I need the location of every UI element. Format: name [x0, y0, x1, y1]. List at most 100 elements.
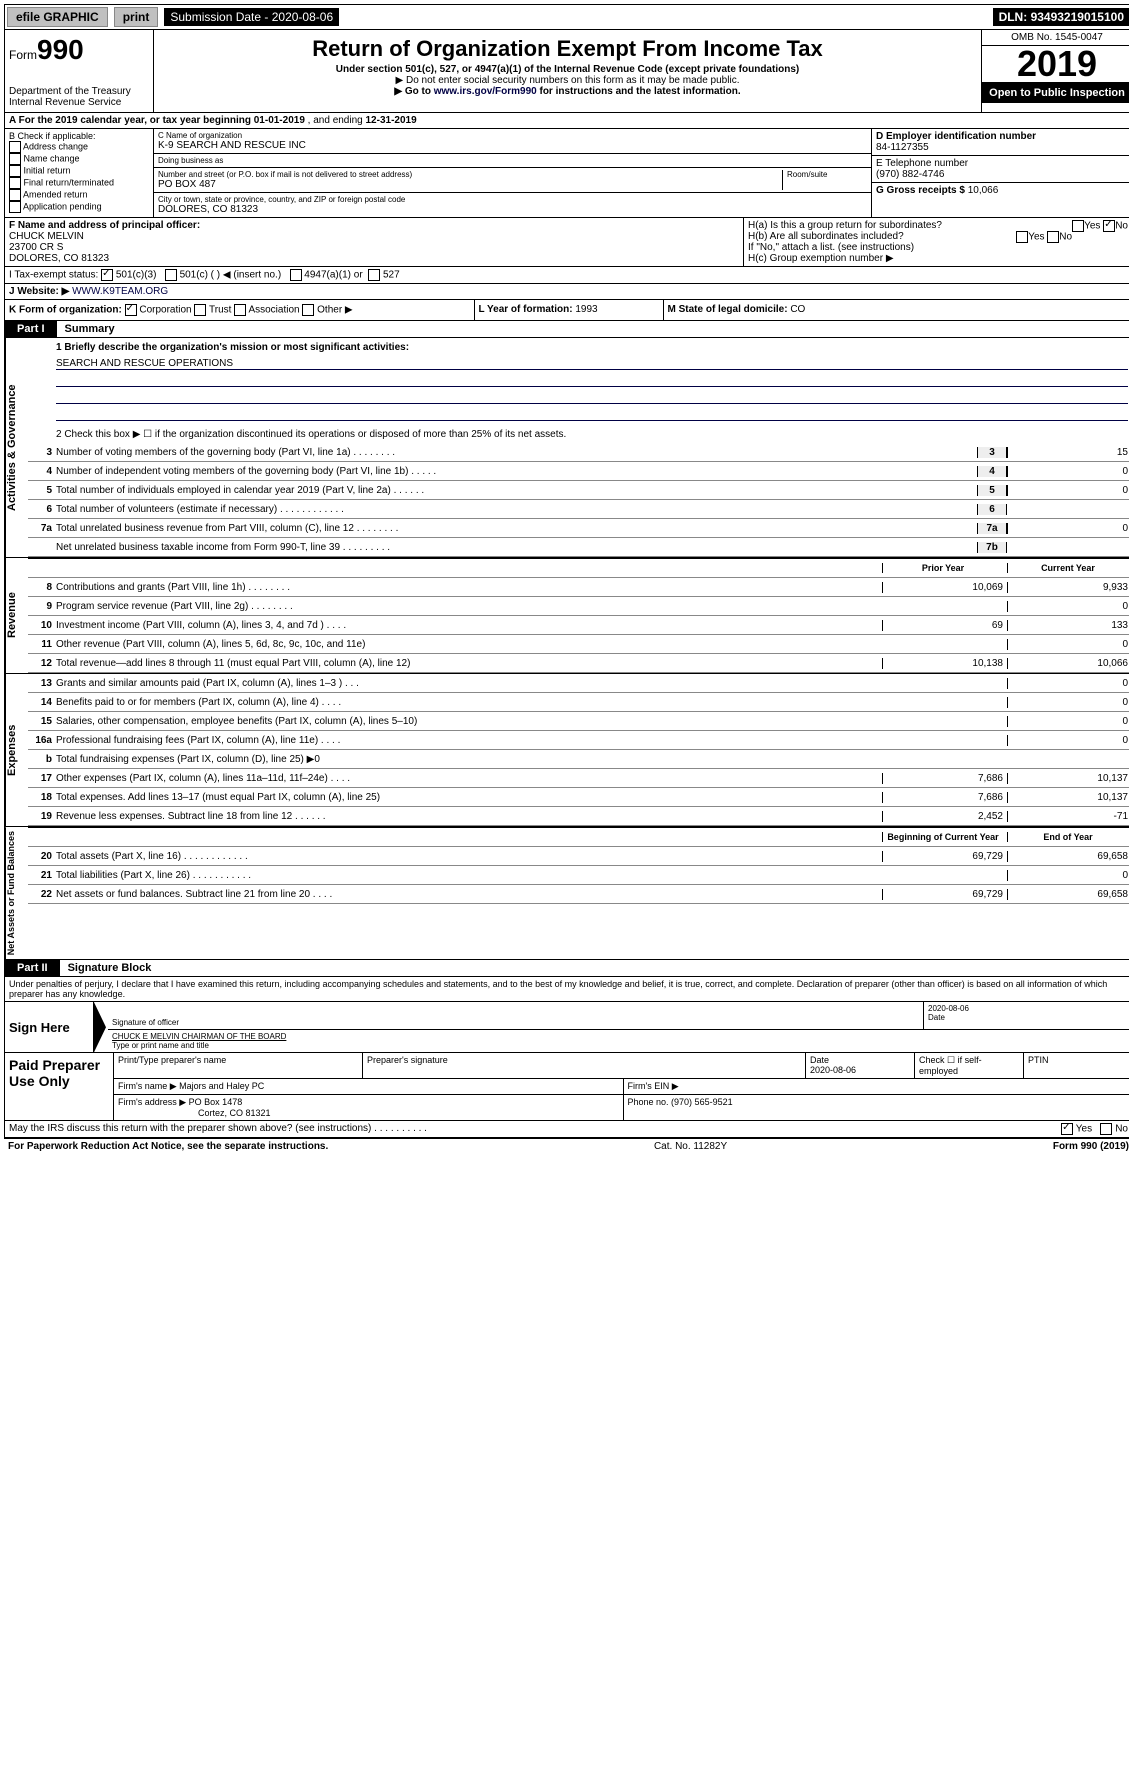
- firm-ein-label: Firm's EIN ▶: [624, 1079, 1129, 1094]
- current-value: 9,933: [1007, 582, 1129, 593]
- prior-value: 69,729: [882, 851, 1007, 862]
- discuss-no-cb[interactable]: [1100, 1123, 1112, 1135]
- line-label: Contributions and grants (Part VIII, lin…: [56, 581, 882, 594]
- hb-note: If "No," attach a list. (see instruction…: [748, 242, 1128, 253]
- prior-value: 10,138: [882, 658, 1007, 669]
- line-number: 20: [28, 851, 56, 862]
- table-row: bTotal fundraising expenses (Part IX, co…: [28, 750, 1129, 769]
- officer-addr1: 23700 CR S: [9, 242, 739, 253]
- form-number: Form990: [9, 34, 149, 66]
- line-label: Number of independent voting members of …: [56, 465, 977, 478]
- cb-final-return[interactable]: Final return/terminated: [9, 177, 149, 189]
- row-a-tax-year: A For the 2019 calendar year, or tax yea…: [4, 113, 1129, 129]
- table-row: 14Benefits paid to or for members (Part …: [28, 693, 1129, 712]
- line-number: 5: [28, 485, 56, 496]
- org-name: K-9 SEARCH AND RESCUE INC: [158, 140, 867, 151]
- line-label: Number of voting members of the governin…: [56, 446, 977, 459]
- line-label: Total assets (Part X, line 16) . . . . .…: [56, 850, 882, 863]
- table-row: 19Revenue less expenses. Subtract line 1…: [28, 807, 1129, 826]
- firm-addr-label: Firm's address ▶: [118, 1097, 186, 1107]
- prior-value: 69: [882, 620, 1007, 631]
- prior-value: 10,069: [882, 582, 1007, 593]
- col-prior-year: Prior Year: [882, 563, 1007, 573]
- f-label: F Name and address of principal officer:: [9, 220, 200, 231]
- current-value: 69,658: [1007, 851, 1129, 862]
- current-value: 10,066: [1007, 658, 1129, 669]
- ein-value: 84-1127355: [876, 142, 1128, 153]
- hb-row: H(b) Are all subordinates included? Yes …: [748, 231, 1128, 242]
- line-label: Total number of volunteers (estimate if …: [56, 503, 977, 516]
- line-number: 15: [28, 716, 56, 727]
- ha-row: H(a) Is this a group return for subordin…: [748, 220, 1128, 231]
- form990-link[interactable]: www.irs.gov/Form990: [434, 86, 537, 97]
- line-number: 17: [28, 773, 56, 784]
- side-label-revenue: Revenue: [5, 558, 28, 673]
- room-label: Room/suite: [787, 170, 867, 179]
- cb-501c3[interactable]: [101, 269, 113, 281]
- discuss-row: May the IRS discuss this return with the…: [4, 1121, 1129, 1138]
- prior-value: 69,729: [882, 889, 1007, 900]
- dln-chip: DLN: 93493219015100: [993, 8, 1129, 26]
- self-employed-cb[interactable]: Check ☐ if self-employed: [915, 1053, 1024, 1078]
- line-number: 14: [28, 697, 56, 708]
- cb-corp[interactable]: [125, 304, 137, 316]
- current-value: 0: [1007, 870, 1129, 881]
- table-row: 10Investment income (Part VIII, column (…: [28, 616, 1129, 635]
- tax-year: 2019: [982, 46, 1129, 83]
- line-2: 2 Check this box ▶ ☐ if the organization…: [56, 428, 1129, 441]
- cb-name-change[interactable]: Name change: [9, 153, 149, 165]
- line-number: 8: [28, 582, 56, 593]
- discuss-yes-cb[interactable]: [1061, 1123, 1073, 1135]
- gross-label: G Gross receipts $: [876, 185, 968, 196]
- paid-preparer-label: Paid Preparer Use Only: [5, 1053, 114, 1120]
- table-row: 9Program service revenue (Part VIII, lin…: [28, 597, 1129, 616]
- state-domicile: M State of legal domicile: CO: [663, 300, 1129, 320]
- cb-address-change[interactable]: Address change: [9, 141, 149, 153]
- line-ref: 7a: [977, 523, 1007, 534]
- line-value: 0: [1007, 523, 1129, 534]
- table-row: Net unrelated business taxable income fr…: [28, 538, 1129, 557]
- phone-value: (970) 882-4746: [876, 169, 1128, 180]
- line-label: Investment income (Part VIII, column (A)…: [56, 619, 882, 632]
- form-header: Form990 Department of the Treasury Inter…: [4, 30, 1129, 113]
- current-value: 69,658: [1007, 889, 1129, 900]
- line-number: 7a: [28, 523, 56, 534]
- print-button[interactable]: print: [114, 7, 159, 27]
- cb-initial-return[interactable]: Initial return: [9, 165, 149, 177]
- perjury-statement: Under penalties of perjury, I declare th…: [4, 977, 1129, 1002]
- officer-print-name: CHUCK E MELVIN CHAIRMAN OF THE BOARD: [112, 1032, 1128, 1041]
- line-ref: 4: [977, 466, 1007, 477]
- ptin-header: PTIN: [1024, 1053, 1129, 1078]
- gross-value: 10,066: [968, 185, 999, 196]
- line-number: 4: [28, 466, 56, 477]
- table-row: 22Net assets or fund balances. Subtract …: [28, 885, 1129, 904]
- efile-button[interactable]: efile GRAPHIC: [7, 7, 108, 27]
- section-expenses: Expenses 13Grants and similar amounts pa…: [4, 674, 1129, 827]
- firm-addr2: Cortez, CO 81321: [118, 1108, 619, 1118]
- line-number: 12: [28, 658, 56, 669]
- cb-4947[interactable]: [290, 269, 302, 281]
- table-row: 6Total number of volunteers (estimate if…: [28, 500, 1129, 519]
- col-beginning-year: Beginning of Current Year: [882, 832, 1007, 842]
- line-label: Total unrelated business revenue from Pa…: [56, 522, 977, 535]
- cb-app-pending[interactable]: Application pending: [9, 201, 149, 213]
- cb-assoc[interactable]: [234, 304, 246, 316]
- side-label-net-assets: Net Assets or Fund Balances: [5, 827, 28, 959]
- print-name-label: Type or print name and title: [112, 1041, 1128, 1050]
- org-name-label: C Name of organization: [158, 131, 867, 140]
- cb-527[interactable]: [368, 269, 380, 281]
- dba-label: Doing business as: [158, 156, 867, 165]
- table-row: 3Number of voting members of the governi…: [28, 443, 1129, 462]
- cb-trust[interactable]: [194, 304, 206, 316]
- line-value: 0: [1007, 485, 1129, 496]
- cb-other[interactable]: [302, 304, 314, 316]
- line-label: Total revenue—add lines 8 through 11 (mu…: [56, 657, 882, 670]
- line-label: Net assets or fund balances. Subtract li…: [56, 888, 882, 901]
- website-link[interactable]: WWW.K9TEAM.ORG: [72, 286, 168, 297]
- cb-501c[interactable]: [165, 269, 177, 281]
- line-ref: 6: [977, 504, 1007, 515]
- firm-phone: (970) 565-9521: [671, 1097, 733, 1107]
- entity-info-block: B Check if applicable: Address change Na…: [4, 129, 1129, 218]
- table-row: 18Total expenses. Add lines 13–17 (must …: [28, 788, 1129, 807]
- cb-amended-return[interactable]: Amended return: [9, 189, 149, 201]
